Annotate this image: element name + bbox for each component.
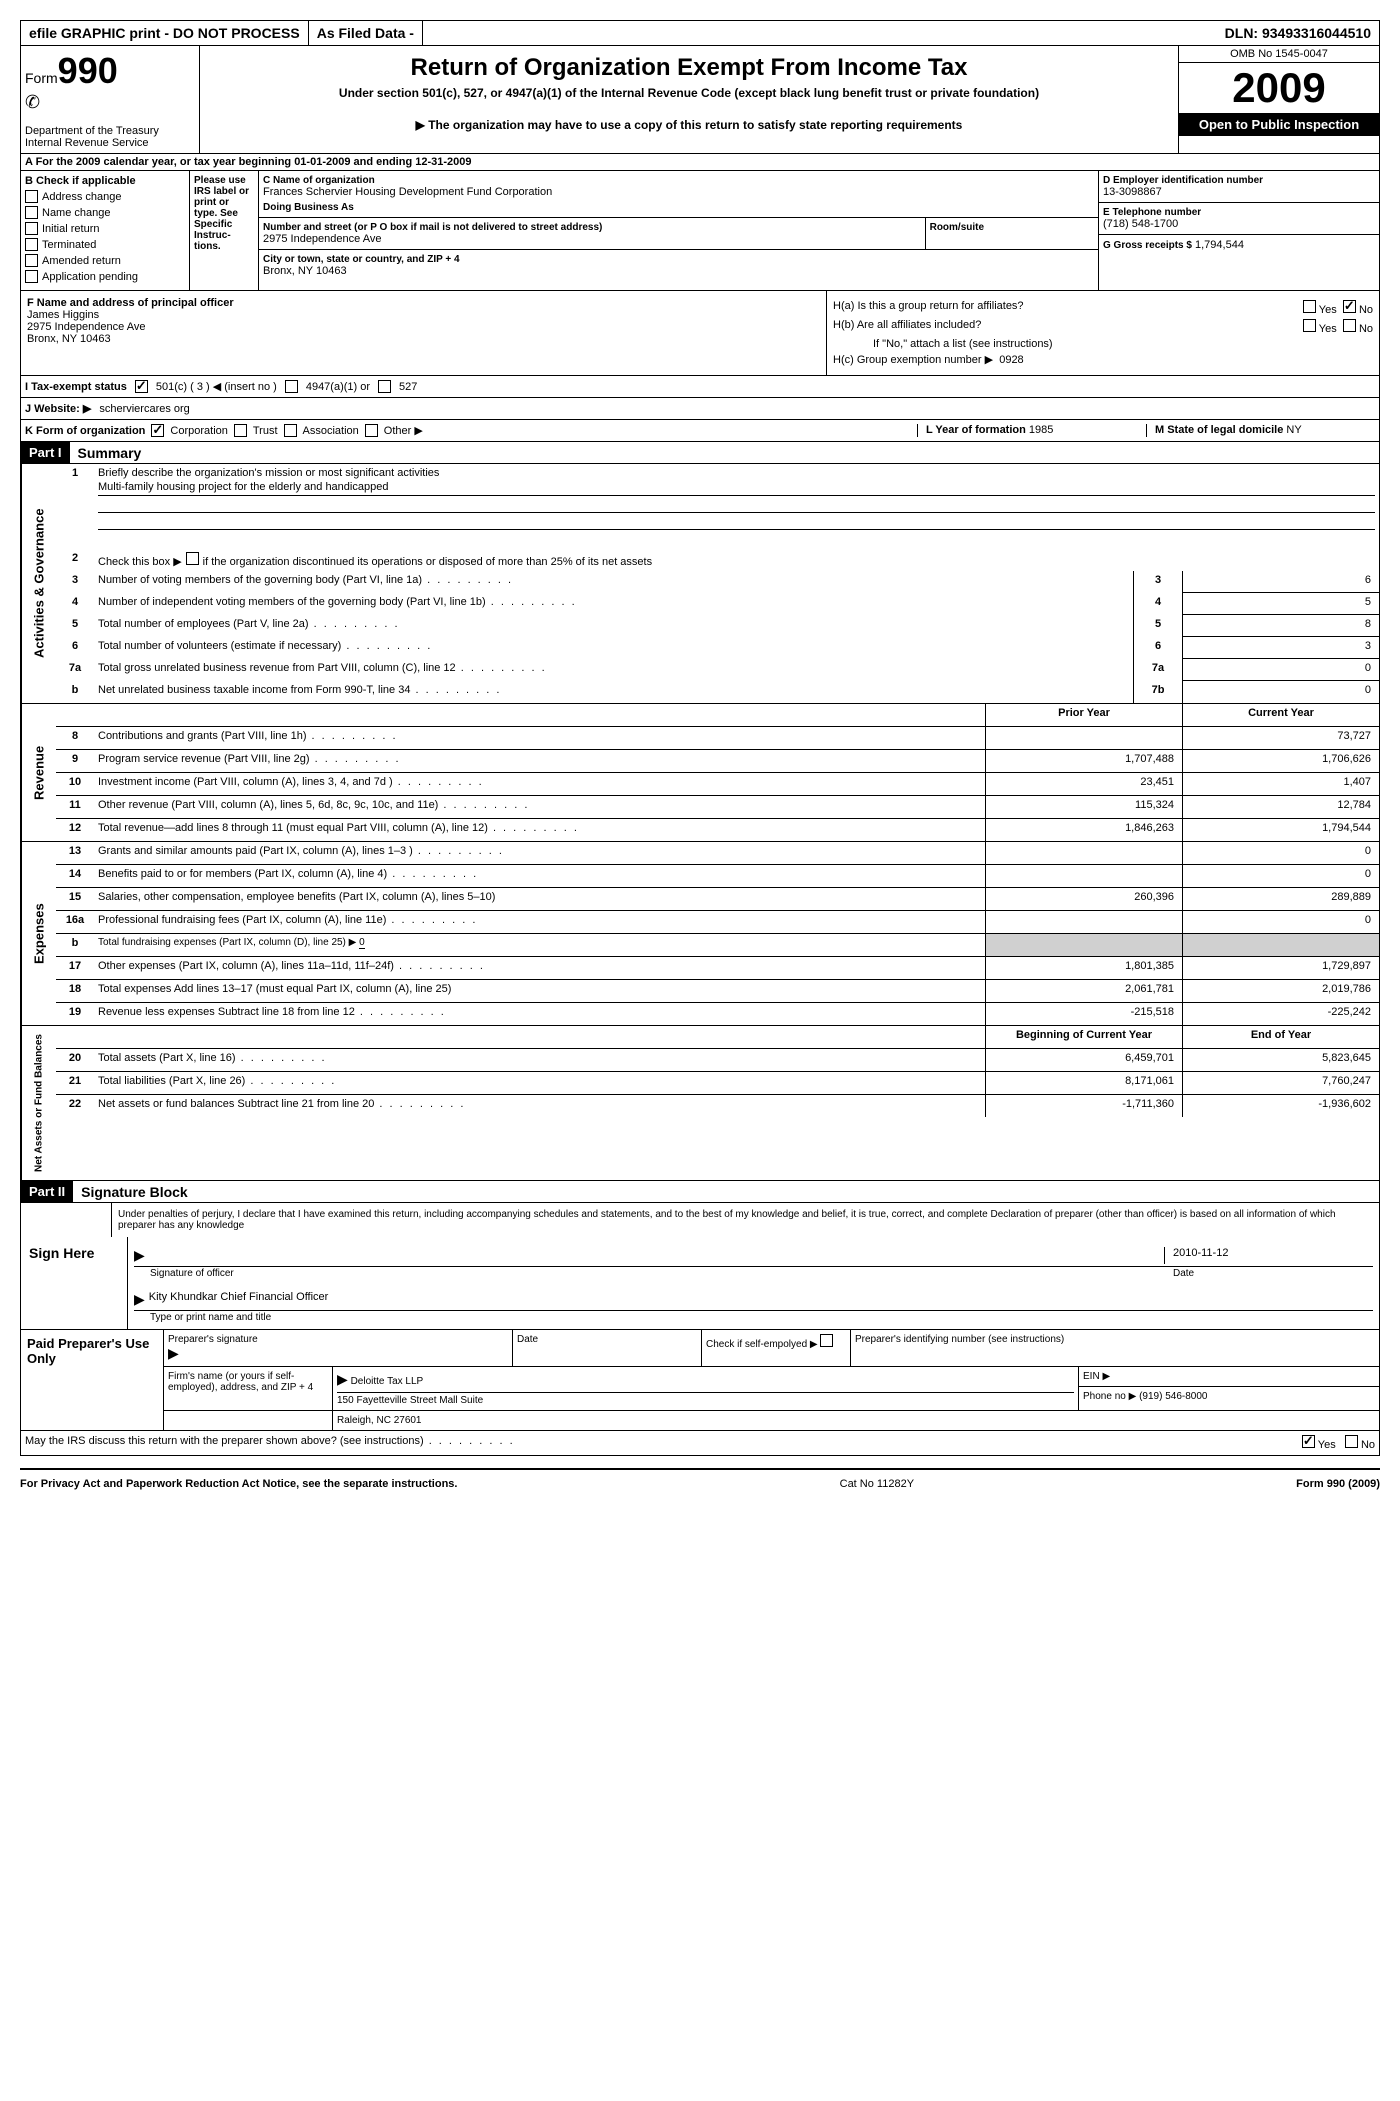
principal-officer: F Name and address of principal officer … [21, 291, 826, 375]
cb-amended: Amended return [25, 254, 185, 267]
omb-number: OMB No 1545-0047 [1179, 46, 1379, 63]
sign-here-label: Sign Here [21, 1237, 128, 1329]
row-a-tax-year: A For the 2009 calendar year, or tax yea… [20, 154, 1380, 171]
dept-treasury: Department of the Treasury [25, 125, 195, 137]
mission-text: Multi-family housing project for the eld… [98, 481, 1375, 496]
org-name: Frances Schervier Housing Development Fu… [263, 186, 1094, 198]
revenue-label: Revenue [21, 704, 56, 841]
col-d-contact: D Employer identification number 13-3098… [1098, 171, 1379, 290]
row-k-form-of-org: K Form of organization Corporation Trust… [20, 420, 1380, 442]
org-street: 2975 Independence Ave [263, 233, 921, 245]
governance-section: Activities & Governance 1 Briefly descri… [20, 464, 1380, 704]
gross-receipts: 1,794,544 [1195, 239, 1244, 251]
please-instructions: Please use IRS label or print or type. S… [190, 171, 259, 290]
cb-pending: Application pending [25, 270, 185, 283]
officer-group-section: F Name and address of principal officer … [20, 291, 1380, 376]
col-b-checkboxes: B Check if applicable Address change Nam… [21, 171, 190, 290]
subtitle-1: Under section 501(c), 527, or 4947(a)(1)… [204, 86, 1174, 100]
efile-notice: efile GRAPHIC print - DO NOT PROCESS [21, 21, 309, 45]
expenses-label: Expenses [21, 842, 56, 1025]
row-j-website: J Website: ▶ scherviercares org [20, 398, 1380, 420]
public-inspection: Open to Public Inspection [1179, 113, 1379, 136]
header: Form990 ✆ Department of the Treasury Int… [20, 46, 1380, 154]
row-i-tax-status: I Tax-exempt status 501(c) ( 3 ) ◀ (inse… [20, 376, 1380, 398]
tax-year: 2009 [1179, 63, 1379, 113]
net-assets-section: Net Assets or Fund Balances Beginning of… [20, 1026, 1380, 1181]
form-number: Form990 [25, 50, 195, 92]
paid-preparer-section: Paid Preparer's Use Only Preparer's sign… [21, 1329, 1379, 1430]
entity-info-section: B Check if applicable Address change Nam… [20, 171, 1380, 291]
cb-terminated: Terminated [25, 238, 185, 251]
org-city: Bronx, NY 10463 [263, 265, 1094, 277]
discuss-row: May the IRS discuss this return with the… [20, 1431, 1380, 1456]
form-990-page: efile GRAPHIC print - DO NOT PROCESS As … [20, 20, 1380, 1498]
cb-name-change: Name change [25, 206, 185, 219]
title-box: Return of Organization Exempt From Incom… [200, 46, 1178, 153]
part-1-header: Part I Summary [20, 442, 1380, 464]
top-bar: efile GRAPHIC print - DO NOT PROCESS As … [20, 20, 1380, 46]
as-filed: As Filed Data - [309, 21, 423, 45]
col-c-org-info: C Name of organization Frances Schervier… [259, 171, 1098, 290]
revenue-section: Revenue Prior Year Current Year 8 Contri… [20, 704, 1380, 842]
phone: (718) 548-1700 [1103, 218, 1375, 230]
page-footer: For Privacy Act and Paperwork Reduction … [20, 1468, 1380, 1498]
part-2-header: Part II Signature Block [20, 1181, 1380, 1203]
ein: 13-3098867 [1103, 186, 1375, 198]
subtitle-2: ▶ The organization may have to use a cop… [204, 118, 1174, 132]
signature-section: Under penalties of perjury, I declare th… [20, 1203, 1380, 1431]
cb-initial-return: Initial return [25, 222, 185, 235]
governance-label: Activities & Governance [21, 464, 56, 703]
group-return: H(a) Is this a group return for affiliat… [826, 291, 1379, 375]
cb-address-change: Address change [25, 190, 185, 203]
year-box: OMB No 1545-0047 2009 Open to Public Ins… [1178, 46, 1379, 153]
expenses-section: Expenses 13 Grants and similar amounts p… [20, 842, 1380, 1026]
dln: DLN: 93493316044510 [1217, 21, 1379, 45]
form-box: Form990 ✆ Department of the Treasury Int… [21, 46, 200, 153]
irs: Internal Revenue Service [25, 137, 195, 149]
form-title: Return of Organization Exempt From Incom… [204, 54, 1174, 82]
net-assets-label: Net Assets or Fund Balances [21, 1026, 56, 1180]
